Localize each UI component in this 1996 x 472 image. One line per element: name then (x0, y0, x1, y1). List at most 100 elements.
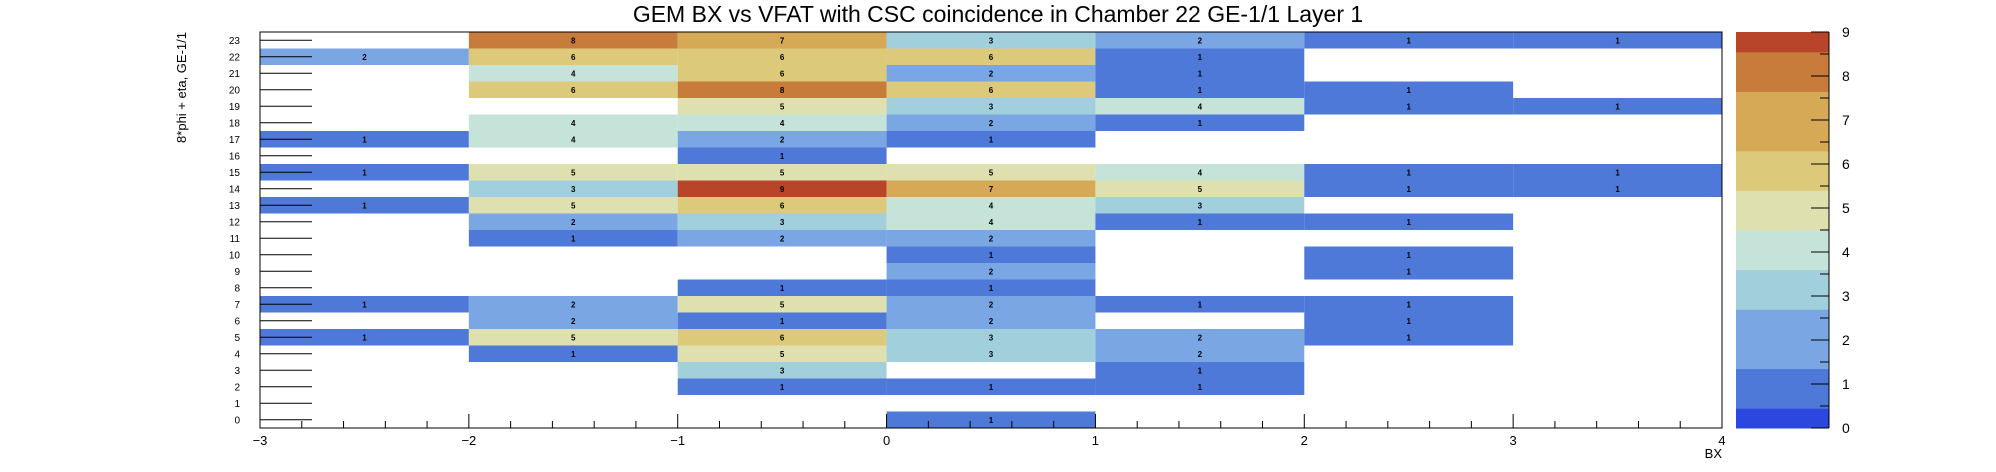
y-tick-label: 1 (234, 399, 240, 410)
heatmap-cell (260, 131, 469, 148)
cell-value-label: 1 (1406, 168, 1411, 177)
cell-value-label: 1 (989, 383, 994, 392)
color-scale-step (1736, 289, 1829, 310)
heatmap-cell (677, 48, 887, 65)
heatmap-cell (260, 197, 469, 214)
cell-value-label: 1 (1406, 251, 1411, 260)
cell-value-label: 4 (989, 218, 994, 227)
heatmap-cell (677, 197, 887, 214)
cell-value-label: 2 (989, 317, 994, 326)
color-scale-step (1736, 190, 1829, 211)
cell-value-label: 4 (571, 69, 576, 78)
cell-value-label: 1 (989, 135, 994, 144)
heatmap-cell (468, 230, 678, 247)
heatmap-cell (886, 180, 1096, 197)
color-scale-step (1736, 348, 1829, 370)
color-scale-step (1736, 230, 1829, 251)
heatmap-cell (468, 345, 678, 362)
cell-value-label: 4 (571, 135, 576, 144)
y-axis-label: 8*phi + eta, GE-1/1 (174, 32, 189, 143)
heatmap-cell (260, 48, 469, 65)
y-tick-label: 4 (234, 349, 240, 360)
heatmap-cell (886, 81, 1096, 98)
heatmap-cell (886, 48, 1096, 65)
cell-value-label: 1 (571, 234, 576, 243)
color-scale-step (1736, 32, 1829, 53)
heatmap-cell (886, 263, 1096, 280)
cell-value-label: 1 (1615, 168, 1620, 177)
cell-value-label: 3 (989, 350, 994, 359)
heatmap-cell (886, 378, 1096, 395)
heatmap-cell (886, 230, 1096, 247)
cell-value-label: 1 (989, 284, 994, 293)
heatmap-cell (1095, 329, 1305, 346)
heatmap-cell (1095, 362, 1305, 379)
cell-value-label: 6 (780, 53, 785, 62)
color-scale-step (1736, 170, 1829, 191)
y-tick-label: 7 (234, 300, 240, 311)
cell-value-label: 2 (1198, 333, 1203, 342)
cell-value-label: 1 (989, 251, 994, 260)
y-tick-label: 8 (234, 283, 240, 294)
cell-value-label: 2 (989, 119, 994, 128)
cell-value-label: 1 (1406, 185, 1411, 194)
x-tick-label: −1 (670, 433, 685, 448)
heatmap-cell (677, 378, 887, 395)
cell-value-label: 1 (989, 416, 994, 425)
heatmap-cell (1095, 345, 1305, 362)
cell-value-label: 5 (780, 350, 785, 359)
y-tick-label: 14 (229, 184, 241, 195)
color-scale-step (1736, 368, 1829, 389)
cell-value-label: 7 (989, 185, 994, 194)
color-scale-step (1736, 269, 1829, 290)
heatmap-cell (1095, 213, 1305, 230)
color-scale: 0 1 2 3 4 5 6 7 8 9 (1736, 24, 1850, 436)
heatmap-cell (677, 131, 887, 148)
cell-value-label: 1 (362, 135, 367, 144)
heatmap-cell (677, 98, 887, 115)
heatmap-cell (1304, 246, 1514, 263)
heatmap-cell (1095, 296, 1305, 313)
heatmap-cell (1513, 98, 1722, 115)
heatmap-cell (886, 114, 1096, 131)
y-tick-label: 19 (229, 102, 241, 113)
heatmap-cell (677, 213, 887, 230)
y-tick-label: 15 (229, 168, 241, 179)
y-tick-label: 3 (234, 366, 240, 377)
cell-value-label: 1 (571, 350, 576, 359)
cell-value-label: 4 (1198, 168, 1203, 177)
cell-value-label: 1 (362, 300, 367, 309)
heatmap-cell (468, 65, 678, 82)
cell-value-label: 1 (1198, 366, 1203, 375)
color-scale-label: 6 (1842, 156, 1850, 172)
cell-value-label: 2 (989, 69, 994, 78)
cell-value-label: 1 (780, 317, 785, 326)
heatmap-cell (260, 164, 469, 181)
heatmap-cell (677, 180, 887, 197)
cell-value-label: 9 (780, 185, 785, 194)
cell-value-label: 3 (1198, 201, 1203, 210)
heatmap-cell (886, 296, 1096, 313)
cell-value-label: 2 (362, 53, 367, 62)
heatmap-cell (886, 279, 1096, 296)
y-tick-label: 20 (229, 85, 241, 96)
heatmap-cell (677, 32, 887, 49)
heatmap-cell (468, 32, 678, 49)
x-tick-label: 1 (1092, 433, 1099, 448)
cell-value-label: 2 (571, 218, 576, 227)
heatmap-cell (1513, 164, 1722, 181)
heatmap-cells: 1 1 1 1 3 1 1 5 3 2 1 5 6 3 2 1 2 1 2 1 1 2 5 2 1 1 1 1 2 1 1 1 1 2 2 2 3 4 1 1… (260, 32, 1722, 428)
heatmap-cell (886, 131, 1096, 148)
cell-value-label: 1 (362, 201, 367, 210)
color-scale-step (1736, 329, 1829, 350)
heatmap-cell (468, 180, 678, 197)
heatmap-cell (1304, 213, 1514, 230)
heatmap-cell (468, 164, 678, 181)
cell-value-label: 1 (1615, 185, 1620, 194)
color-scale-label: 2 (1842, 332, 1850, 348)
heatmap-cell (886, 312, 1096, 329)
cell-value-label: 1 (1198, 86, 1203, 95)
cell-value-label: 6 (780, 333, 785, 342)
cell-value-label: 1 (780, 383, 785, 392)
